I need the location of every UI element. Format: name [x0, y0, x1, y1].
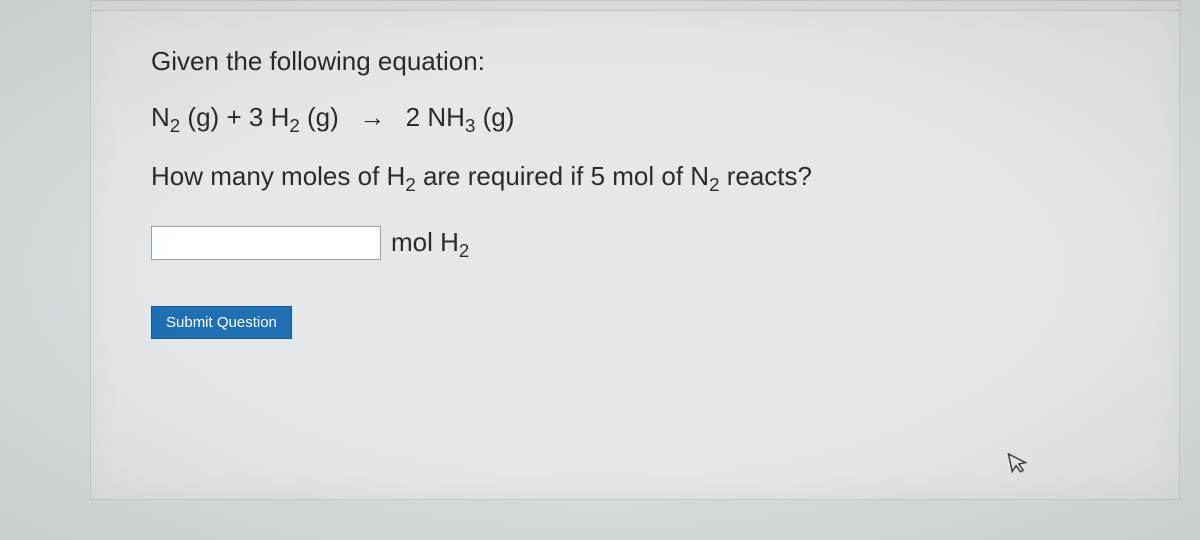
reactant1-formula: N	[151, 102, 170, 132]
answer-input[interactable]	[151, 226, 381, 260]
prompt-suffix: reacts?	[719, 161, 812, 191]
prompt-mid: are required if 5 mol of N	[416, 161, 709, 191]
reactant2-coef: 3	[249, 102, 263, 132]
equation: N2 (g) + 3 H2 (g) → 2 NH3 (g)	[151, 97, 1129, 139]
reactant2-state: (g)	[307, 102, 339, 132]
reactant1-state: (g)	[187, 102, 219, 132]
plus-sign: +	[226, 102, 241, 132]
product-state: (g)	[483, 102, 515, 132]
reactant1-sub: 2	[170, 115, 180, 136]
answer-unit: mol H2	[391, 227, 469, 258]
question-panel: Given the following equation: N2 (g) + 3…	[90, 0, 1180, 500]
prompt-sub2: 2	[709, 174, 719, 195]
question-content: Given the following equation: N2 (g) + 3…	[91, 11, 1179, 369]
prompt-prefix: How many moles of H	[151, 161, 405, 191]
reactant2-sub: 2	[289, 115, 299, 136]
panel-top-border	[91, 1, 1179, 11]
question-prompt: How many moles of H2 are required if 5 m…	[151, 156, 1129, 198]
reactant2-formula: H	[271, 102, 290, 132]
product-sub: 3	[465, 115, 475, 136]
submit-button[interactable]: Submit Question	[151, 306, 292, 339]
question-intro: Given the following equation:	[151, 41, 1129, 83]
answer-unit-sub: 2	[459, 240, 469, 261]
answer-row: mol H2	[151, 226, 1129, 260]
answer-unit-prefix: mol H	[391, 227, 459, 257]
product-formula: NH	[427, 102, 465, 132]
arrow-icon: →	[359, 97, 385, 139]
prompt-sub1: 2	[405, 174, 415, 195]
product-coef: 2	[406, 102, 420, 132]
